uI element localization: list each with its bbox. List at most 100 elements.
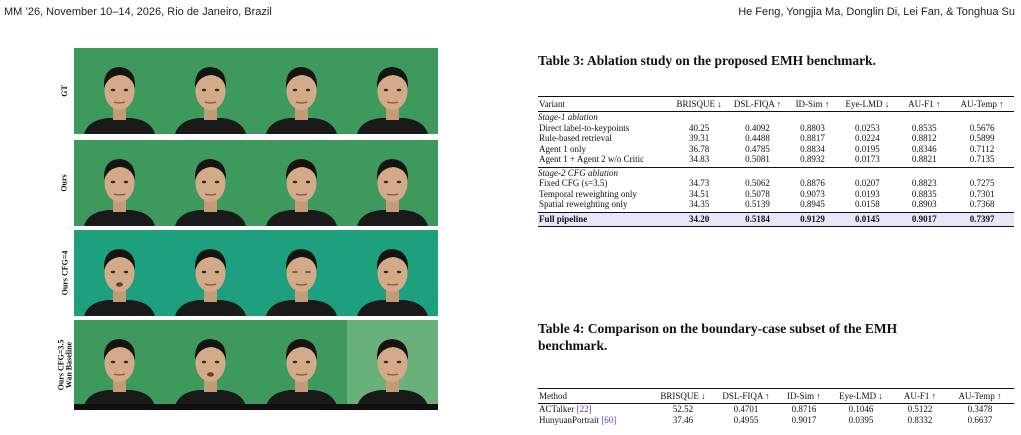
- cell-value: 0.9017: [911, 213, 937, 224]
- cell-value: 0.5184: [745, 213, 770, 224]
- table-rule: [538, 225, 1014, 227]
- col-header-variant: Variant: [539, 99, 565, 109]
- running-header-right: He Feng, Yongjia Ma, Donglin Di, Lei Fan…: [738, 6, 1015, 18]
- col-header-eye-lmd: Eye-LMD ↓: [839, 391, 883, 401]
- table4: Method BRISQUE ↓ DSL-FIQA ↑ ID-Sim ↑ Eye…: [538, 388, 1014, 425]
- table-row: ACTalker [22] 52.52 0.4701 0.8716 0.1046…: [538, 404, 1014, 415]
- face-image: [165, 230, 256, 316]
- row-label: HunyuanPortrait [60]: [538, 415, 653, 426]
- col-header-id-sim: ID-Sim ↑: [795, 99, 830, 109]
- cell-value: 0.5122: [907, 404, 933, 414]
- citation-link[interactable]: [22]: [576, 404, 592, 414]
- row-label-ours: Ours: [60, 174, 69, 192]
- face-frame: [347, 320, 438, 404]
- col-header-eye-lmd: Eye-LMD ↓: [845, 99, 890, 109]
- col-header-id-sim: ID-Sim ↑: [787, 391, 821, 401]
- row-label: Spatial reweighting only: [539, 199, 628, 209]
- citation-link[interactable]: [60]: [601, 414, 617, 425]
- cell-value: 37.46: [672, 414, 694, 425]
- row-label: Fixed CFG (s=3.5): [539, 178, 608, 188]
- face-frame: [74, 320, 165, 404]
- cell-value: 0.7397: [969, 213, 995, 224]
- table-row: Spatial reweighting only 34.35 0.5139 0.…: [538, 199, 1014, 210]
- table3-group-title: Stage-1 ablation: [538, 112, 598, 122]
- face-frame: [347, 230, 438, 316]
- cell-value: 0.8945: [800, 199, 825, 209]
- table4-caption: Table 4: Comparison on the boundary-case…: [538, 320, 1018, 354]
- cell-value: 0.0395: [848, 414, 874, 425]
- face-frame: [256, 320, 347, 404]
- col-header-brisque: BRISQUE ↓: [676, 99, 722, 109]
- row-label-gt: GT: [60, 85, 69, 97]
- qualitative-figure: GT Ours Ours CFG=4 Ours CFG=3.5 Wan Base…: [56, 48, 438, 410]
- cell-value: 0.4488: [745, 133, 770, 143]
- col-header-au-f1: AU-F1 ↑: [903, 391, 937, 401]
- cell-value: 0.5078: [745, 188, 770, 199]
- cell-value: 0.8716: [791, 404, 817, 414]
- face-frame: [74, 48, 165, 134]
- cell-value: 0.6637: [967, 414, 993, 425]
- face-image: [74, 48, 165, 134]
- cell-value: 0.8817: [800, 133, 825, 143]
- face-image: [74, 140, 165, 226]
- cell-value: 0.8803: [800, 122, 825, 133]
- face-image: [165, 140, 256, 226]
- cell-value: 36.78: [689, 143, 710, 154]
- table3-group-title: Stage-2 CFG ablation: [538, 167, 618, 178]
- figure-row-ours-cfg4: Ours CFG=4: [60, 230, 438, 316]
- cell-value: 0.0145: [854, 213, 880, 224]
- cell-value: 0.8834: [800, 143, 825, 154]
- face-image: [256, 320, 347, 404]
- table-rule: [538, 166, 1014, 168]
- cell-value: 0.5081: [745, 154, 770, 164]
- table3-full-pipeline-row: Full pipeline 34.20 0.5184 0.9129 0.0145…: [538, 212, 1014, 226]
- method-name: HunyuanPortrait: [539, 414, 599, 425]
- face-frame: [256, 48, 347, 134]
- face-frame: [256, 230, 347, 316]
- face-frame: [74, 230, 165, 316]
- cell-value: 34.35: [689, 199, 710, 209]
- cell-value: 0.9073: [800, 188, 825, 199]
- cell-value: 0.7275: [969, 178, 995, 188]
- row-label: ACTalker [22]: [538, 404, 653, 415]
- col-header-method: Method: [539, 391, 567, 401]
- figure-row-ours: Ours: [60, 140, 438, 226]
- row-label: Full pipeline: [539, 213, 588, 224]
- table3-header-row: Variant BRISQUE ↓ DSL-FIQA ↑ ID-Sim ↑ Ey…: [538, 97, 1014, 111]
- face-image: [165, 320, 256, 404]
- cell-value: 0.7135: [969, 154, 995, 164]
- cell-value: 0.0207: [854, 178, 880, 188]
- cell-value: 0.4701: [733, 404, 759, 414]
- face-image: [347, 140, 438, 226]
- cell-value: 0.8876: [800, 178, 825, 188]
- cell-value: 0.0193: [854, 188, 880, 199]
- cell-value: 0.5062: [745, 178, 770, 188]
- cell-value: 0.8932: [800, 154, 825, 164]
- cell-value: 0.4092: [745, 122, 770, 133]
- face-frame: [256, 140, 347, 226]
- row-label: Agent 1 only: [539, 143, 586, 154]
- cell-value: 39.31: [689, 133, 710, 143]
- cell-value: 0.5139: [745, 199, 770, 209]
- col-header-au-temp: AU-Temp ↑: [960, 99, 1004, 109]
- cell-value: 0.0158: [854, 199, 880, 209]
- table-rule: [538, 388, 1014, 389]
- cell-value: 0.4955: [733, 414, 759, 425]
- figure-row-ours-cfg35-wan: Ours CFG=3.5 Wan Baseline: [56, 320, 438, 410]
- cell-value: 0.0195: [854, 143, 880, 154]
- cell-value: 0.1046: [848, 404, 874, 414]
- row-label: Temporal reweighting only: [539, 188, 637, 199]
- cell-value: 0.8903: [911, 199, 937, 209]
- cell-value: 0.8346: [911, 143, 937, 154]
- face-image: [256, 230, 347, 316]
- col-header-dsl-fiqa: DSL-FIQA ↑: [722, 391, 770, 401]
- cell-value: 0.7112: [969, 143, 995, 154]
- cell-value: 34.83: [689, 154, 710, 164]
- row-label: Agent 1 + Agent 2 w/o Critic: [539, 154, 645, 164]
- cell-value: 0.8812: [911, 133, 937, 143]
- table-row: Agent 1 only 36.78 0.4785 0.8834 0.0195 …: [538, 144, 1014, 155]
- cell-value: 0.7301: [969, 188, 995, 199]
- face-frame: [74, 140, 165, 226]
- face-frame: [347, 48, 438, 134]
- cell-value: 0.8823: [911, 178, 937, 188]
